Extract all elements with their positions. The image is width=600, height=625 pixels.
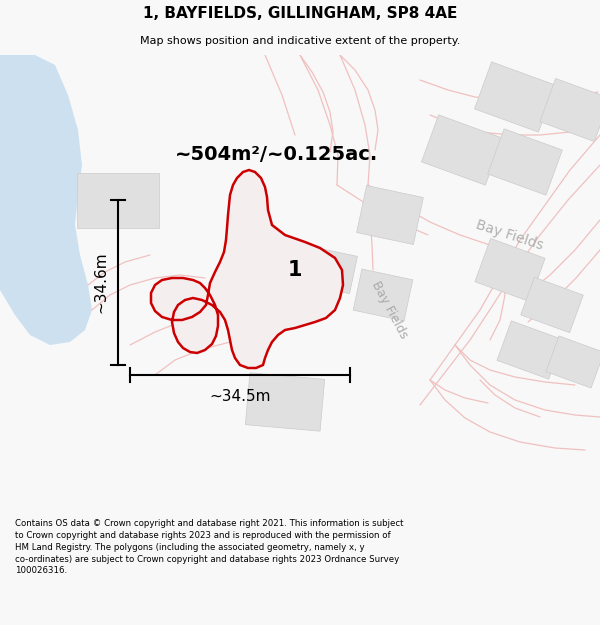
Polygon shape [0,55,92,345]
Text: ~504m²/~0.125ac.: ~504m²/~0.125ac. [175,146,378,164]
Text: Bay Fields: Bay Fields [370,279,410,341]
Polygon shape [356,186,424,244]
Polygon shape [77,173,159,228]
Polygon shape [302,246,358,294]
Text: Contains OS data © Crown copyright and database right 2021. This information is : Contains OS data © Crown copyright and d… [15,519,404,576]
Polygon shape [421,115,503,185]
Polygon shape [488,129,562,195]
Polygon shape [151,170,343,368]
Text: ~34.5m: ~34.5m [209,389,271,404]
Polygon shape [475,239,545,301]
Text: 1: 1 [288,260,302,280]
Polygon shape [521,278,583,332]
Polygon shape [540,79,600,141]
Text: Bay Fields: Bay Fields [475,217,545,252]
Polygon shape [245,373,325,431]
Text: Map shows position and indicative extent of the property.: Map shows position and indicative extent… [140,36,460,46]
Polygon shape [546,336,600,388]
Polygon shape [475,62,556,132]
Polygon shape [353,269,413,321]
Text: ~34.6m: ~34.6m [93,252,108,313]
Text: 1, BAYFIELDS, GILLINGHAM, SP8 4AE: 1, BAYFIELDS, GILLINGHAM, SP8 4AE [143,6,457,21]
Polygon shape [497,321,563,379]
